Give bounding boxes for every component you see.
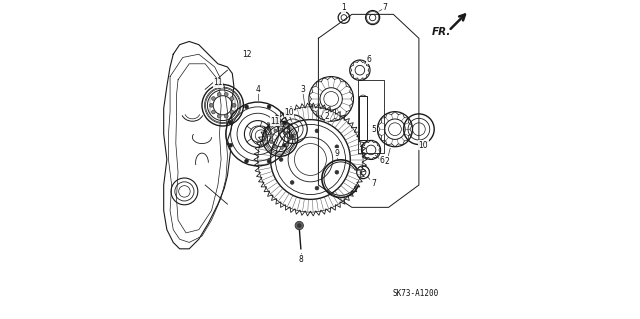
Circle shape (280, 146, 284, 150)
Text: 10: 10 (284, 108, 294, 117)
Text: 5: 5 (372, 125, 377, 134)
Circle shape (279, 158, 283, 161)
Circle shape (274, 129, 277, 132)
FancyBboxPatch shape (359, 96, 367, 140)
Circle shape (315, 129, 319, 133)
Circle shape (298, 224, 301, 227)
Circle shape (335, 170, 339, 174)
Circle shape (230, 110, 234, 114)
Circle shape (270, 140, 273, 144)
Circle shape (270, 134, 273, 137)
Circle shape (228, 143, 232, 147)
Circle shape (285, 131, 289, 134)
Text: FR.: FR. (431, 27, 451, 37)
Circle shape (274, 145, 277, 148)
Circle shape (228, 121, 232, 125)
Circle shape (280, 128, 284, 131)
Text: 2: 2 (325, 112, 330, 121)
Circle shape (225, 114, 228, 118)
Text: 4: 4 (255, 85, 260, 94)
Circle shape (283, 143, 287, 147)
Circle shape (217, 93, 221, 96)
Circle shape (267, 105, 271, 109)
Circle shape (267, 159, 271, 163)
Text: 11: 11 (213, 78, 223, 87)
Circle shape (288, 137, 291, 140)
Circle shape (212, 110, 215, 114)
Text: 7: 7 (371, 179, 376, 188)
Circle shape (290, 135, 294, 138)
Circle shape (283, 121, 287, 125)
Text: 10: 10 (419, 141, 428, 150)
Circle shape (209, 103, 213, 107)
Circle shape (212, 97, 215, 100)
Text: 7: 7 (382, 4, 387, 12)
Circle shape (225, 93, 228, 96)
Circle shape (217, 114, 221, 118)
Circle shape (285, 143, 289, 146)
Text: 8: 8 (298, 255, 303, 263)
Circle shape (244, 159, 248, 163)
Text: 6: 6 (366, 55, 371, 63)
Circle shape (232, 103, 236, 107)
Text: 6: 6 (379, 156, 384, 165)
Text: 3: 3 (300, 85, 305, 94)
Text: 9: 9 (335, 149, 339, 158)
Text: SK73-A1200: SK73-A1200 (392, 289, 439, 298)
Text: 11: 11 (271, 117, 280, 126)
Circle shape (295, 221, 303, 230)
Circle shape (315, 186, 319, 190)
Text: 12: 12 (242, 50, 252, 59)
Text: 1: 1 (341, 4, 346, 12)
Text: 2: 2 (385, 157, 389, 166)
Circle shape (244, 105, 248, 109)
Circle shape (335, 145, 339, 149)
Circle shape (230, 97, 234, 100)
Circle shape (290, 181, 294, 184)
